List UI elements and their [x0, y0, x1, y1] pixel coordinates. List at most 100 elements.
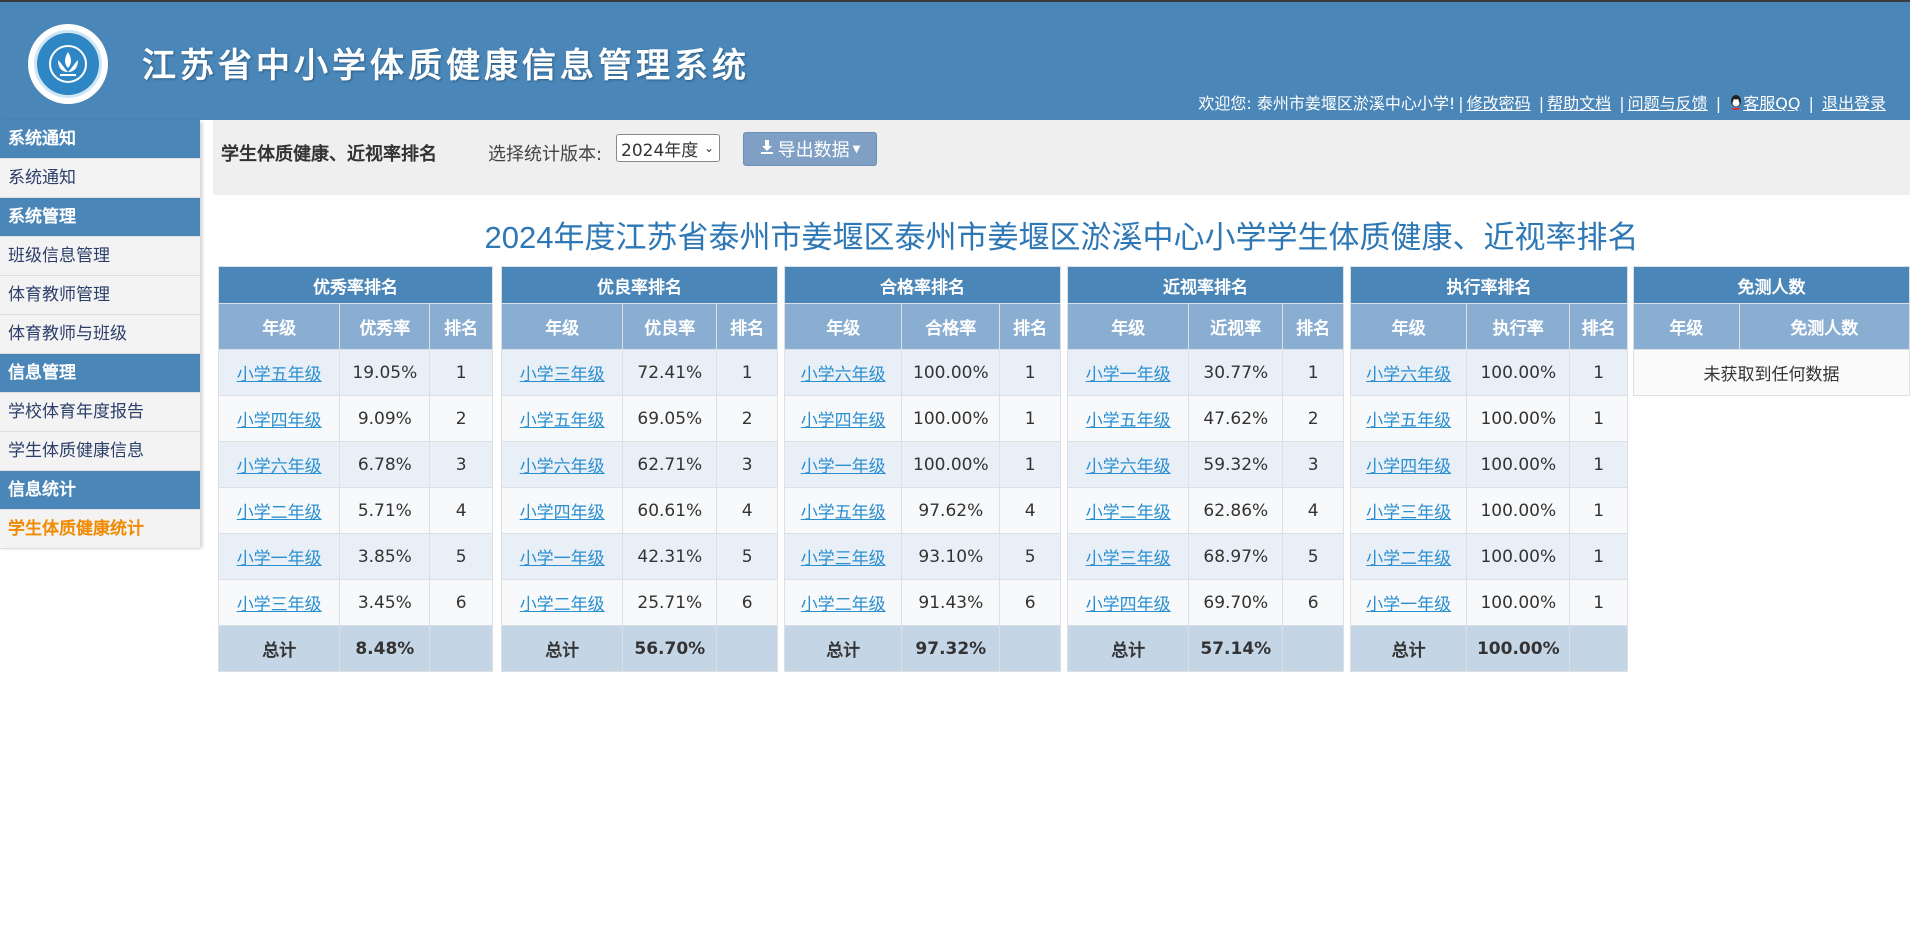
rate-cell: 100.00%: [1466, 487, 1571, 534]
grade-link[interactable]: 小学四年级: [1085, 595, 1171, 615]
column-header: 年级: [1349, 303, 1468, 350]
grade-cell: 小学五年级: [1066, 395, 1190, 442]
sidebar-group-system[interactable]: 系统管理: [0, 198, 200, 237]
table-row: 小学一年级 30.77% 1: [1066, 349, 1344, 396]
rate-cell: 6.78%: [339, 441, 431, 488]
grade-link[interactable]: 小学一年级: [236, 549, 322, 569]
welcome-text: 欢迎您: 泰州市姜堰区淤溪中心小学!: [1198, 94, 1456, 113]
logout-link[interactable]: 退出登录: [1821, 94, 1886, 113]
table-row: 小学四年级 9.09% 2: [217, 395, 493, 442]
ranking-table-exempt: 免测人数 年级 免测人数 未获取到任何数据: [1633, 266, 1910, 396]
rank-cell: 5: [1282, 533, 1344, 580]
grade-link[interactable]: 小学五年级: [1366, 411, 1452, 431]
rank-cell: 6: [999, 579, 1061, 626]
column-header: 年级: [1066, 303, 1190, 350]
grade-cell: 小学四年级: [783, 395, 903, 442]
grade-link[interactable]: 小学三年级: [236, 595, 322, 615]
export-button[interactable]: 导出数据 ▼: [743, 132, 877, 166]
sidebar-item-teacher-class[interactable]: 体育教师与班级: [0, 315, 200, 354]
grade-link[interactable]: 小学一年级: [800, 457, 886, 477]
ranking-table-execution: 执行率排名 年级 执行率 排名 小学六年级 100.00% 1 小学五年级 100.00% 1 小学…: [1349, 266, 1628, 672]
grade-link[interactable]: 小学三年级: [1366, 503, 1452, 523]
change-password-link[interactable]: 修改密码: [1466, 94, 1531, 113]
column-header: 合格率: [901, 303, 1001, 350]
rank-cell: 1: [429, 349, 493, 396]
grade-link[interactable]: 小学五年级: [236, 365, 322, 385]
grade-cell: 小学六年级: [1066, 441, 1190, 488]
grade-link[interactable]: 小学二年级: [800, 595, 886, 615]
grade-cell: 小学六年级: [217, 441, 341, 488]
grade-link[interactable]: 小学六年级: [800, 365, 886, 385]
grade-link[interactable]: 小学四年级: [1366, 457, 1452, 477]
sidebar-item-notice[interactable]: 系统通知: [0, 159, 200, 198]
sidebar-item-teacher-management[interactable]: 体育教师管理: [0, 276, 200, 315]
app-title: 江苏省中小学体质健康信息管理系统: [142, 46, 750, 86]
grade-link[interactable]: 小学五年级: [800, 503, 886, 523]
version-select[interactable]: 2024年度 ⌄: [616, 134, 720, 162]
sidebar-group-notice[interactable]: 系统通知: [0, 120, 200, 159]
feedback-link[interactable]: 问题与反馈: [1627, 94, 1708, 113]
table-header-row: 年级 免测人数: [1633, 303, 1910, 350]
grade-link[interactable]: 小学一年级: [1085, 365, 1171, 385]
sidebar-group-info[interactable]: 信息管理: [0, 354, 200, 393]
rank-cell: 2: [429, 395, 493, 442]
grade-link[interactable]: 小学六年级: [1085, 457, 1171, 477]
rate-cell: 19.05%: [339, 349, 431, 396]
rank-cell: 3: [429, 441, 493, 488]
rank-cell: 6: [716, 579, 778, 626]
logo-icon: [34, 30, 102, 98]
grade-link[interactable]: 小学一年级: [1366, 595, 1452, 615]
grade-link[interactable]: 小学三年级: [1085, 549, 1171, 569]
grade-link[interactable]: 小学五年级: [1085, 411, 1171, 431]
grade-link[interactable]: 小学六年级: [236, 457, 322, 477]
table-header-row: 年级 优秀率 排名: [217, 303, 493, 350]
sidebar-item-student-health[interactable]: 学生体质健康信息: [0, 432, 200, 471]
total-rate: 97.32%: [901, 625, 1001, 672]
total-label: 总计: [217, 625, 341, 672]
table-caption-row: 优秀率排名: [218, 266, 493, 304]
table-caption-row: 近视率排名: [1067, 266, 1344, 304]
column-header: 年级: [217, 303, 341, 350]
table-row: 小学一年级 100.00% 1: [783, 441, 1061, 488]
grade-link[interactable]: 小学二年级: [1085, 503, 1171, 523]
sidebar-item-health-statistics[interactable]: 学生体质健康统计: [0, 510, 200, 549]
grade-link[interactable]: 小学一年级: [519, 549, 605, 569]
help-docs-link[interactable]: 帮助文档: [1547, 94, 1612, 113]
grade-link[interactable]: 小学三年级: [800, 549, 886, 569]
grade-link[interactable]: 小学四年级: [519, 503, 605, 523]
total-rank: [429, 625, 493, 672]
grade-link[interactable]: 小学五年级: [519, 411, 605, 431]
service-qq-link[interactable]: 客服QQ: [1729, 94, 1800, 113]
grade-link[interactable]: 小学二年级: [519, 595, 605, 615]
grade-link[interactable]: 小学六年级: [1366, 365, 1452, 385]
table-caption-row: 免测人数: [1633, 266, 1910, 304]
grade-link[interactable]: 小学二年级: [236, 503, 322, 523]
user-bar: 欢迎您: 泰州市姜堰区淤溪中心小学! | 修改密码 | 帮助文档 | 问题与反馈 | 客…: [1198, 94, 1886, 113]
grade-cell: 小学二年级: [1066, 487, 1190, 534]
sidebar-item-class-management[interactable]: 班级信息管理: [0, 237, 200, 276]
column-header: 排名: [999, 303, 1061, 350]
rank-cell: 4: [999, 487, 1061, 534]
rate-cell: 47.62%: [1188, 395, 1284, 442]
toolbar-title: 学生体质健康、近视率排名: [221, 144, 437, 165]
grade-link[interactable]: 小学六年级: [519, 457, 605, 477]
grade-link[interactable]: 小学三年级: [519, 365, 605, 385]
version-select-value: 2024年度: [621, 140, 699, 161]
total-rate: 56.70%: [622, 625, 718, 672]
total-rate: 57.14%: [1188, 625, 1284, 672]
rank-cell: 3: [1282, 441, 1344, 488]
rate-cell: 100.00%: [1466, 349, 1571, 396]
rank-cell: 2: [1282, 395, 1344, 442]
grade-link[interactable]: 小学四年级: [236, 411, 322, 431]
grade-cell: 小学六年级: [1349, 349, 1468, 396]
grade-link[interactable]: 小学二年级: [1366, 549, 1452, 569]
ranking-table-myopia: 近视率排名 年级 近视率 排名 小学一年级 30.77% 1 小学五年级 47.62% 2 小学六年…: [1066, 266, 1344, 672]
table-row: 小学四年级 69.70% 6: [1066, 579, 1344, 626]
table-header-row: 年级 近视率 排名: [1066, 303, 1344, 350]
table-header-row: 年级 合格率 排名: [783, 303, 1061, 350]
ranking-table-excellent: 优秀率排名 年级 优秀率 排名小学五年级 19.05% 1 小学四年级 9.09% 2 小学六年级…: [217, 266, 493, 672]
grade-link[interactable]: 小学四年级: [800, 411, 886, 431]
sidebar-group-statistics[interactable]: 信息统计: [0, 471, 200, 510]
sidebar-item-annual-report[interactable]: 学校体育年度报告: [0, 393, 200, 432]
total-rank: [999, 625, 1061, 672]
